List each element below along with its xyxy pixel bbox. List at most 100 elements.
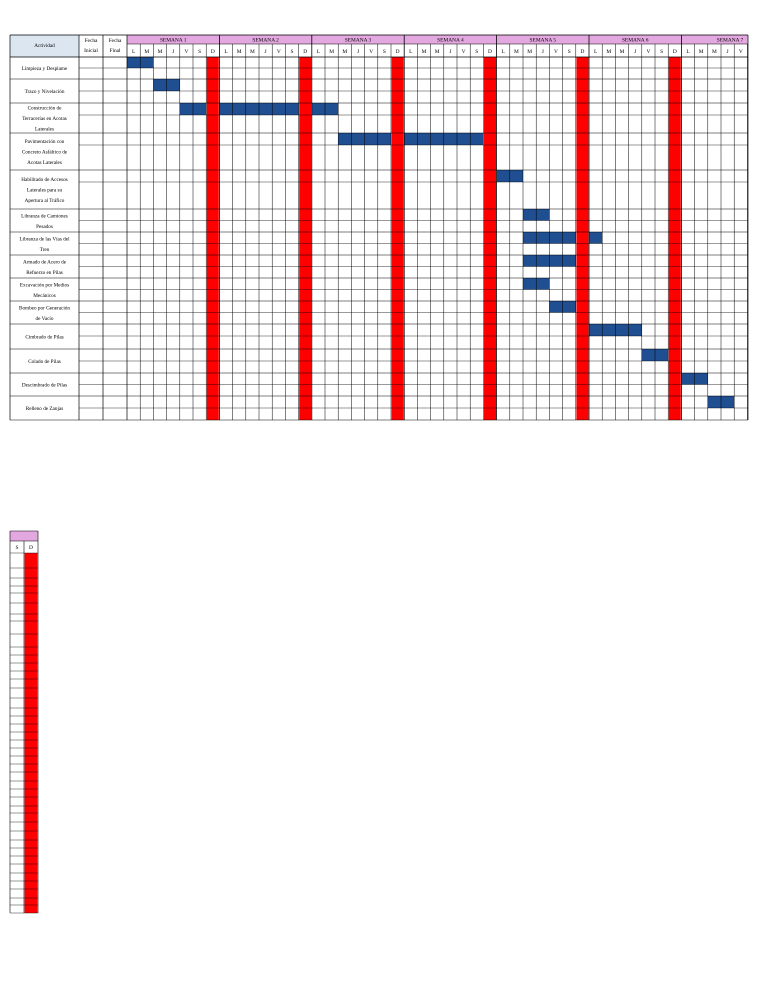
day-label: D bbox=[211, 49, 215, 55]
day-label: S bbox=[383, 49, 386, 55]
week-label: SEMANA 2 bbox=[252, 38, 279, 44]
day-label: S bbox=[16, 545, 19, 551]
day-label: D bbox=[673, 49, 677, 55]
chart-text: Actividad Fecha Inicial Fecha Final SEMANA 1 S… bbox=[19, 38, 744, 413]
task-name: Relleno de Zanjas bbox=[26, 406, 63, 412]
day-label: L bbox=[686, 49, 689, 55]
day-label: S bbox=[660, 49, 663, 55]
sunday-column bbox=[206, 57, 219, 420]
day-label: L bbox=[224, 49, 227, 55]
week-label: SEMANA 6 bbox=[622, 38, 649, 44]
day-label: M bbox=[606, 49, 611, 55]
day-label: L bbox=[132, 49, 135, 55]
task-name: Habilitado de Accesos bbox=[21, 177, 67, 183]
task-name: Tren bbox=[40, 247, 50, 253]
task-name: Colado de Pilas bbox=[28, 359, 61, 365]
day-label: S bbox=[291, 49, 294, 55]
day-label: V bbox=[277, 49, 281, 55]
day-label: M bbox=[699, 49, 704, 55]
week-label: SEMANA 7 bbox=[717, 38, 744, 44]
task-name: Libranza de las Vías del bbox=[19, 236, 70, 242]
day-label: D bbox=[488, 49, 492, 55]
day-label: J bbox=[727, 49, 729, 55]
day-label: M bbox=[435, 49, 440, 55]
task-name: Excavación por Medios bbox=[20, 282, 69, 288]
day-label: M bbox=[250, 49, 255, 55]
day-label: J bbox=[357, 49, 359, 55]
task-name: Refuerzo en Pilas bbox=[26, 269, 63, 276]
week-header-cell bbox=[589, 35, 682, 44]
sunday-column bbox=[576, 57, 589, 420]
task-name: Libranza de Camiones bbox=[21, 213, 68, 219]
task-name: Construcción de bbox=[28, 106, 63, 112]
day-label: M bbox=[144, 49, 149, 55]
task-name: Apertura al Tráfico bbox=[25, 197, 65, 204]
week-header-cell bbox=[404, 35, 497, 44]
day-label: D bbox=[580, 49, 584, 55]
day-label: V bbox=[646, 49, 650, 55]
day-label: V bbox=[739, 49, 743, 55]
sunday-column bbox=[668, 57, 681, 420]
task-name: Descimbrado de Pilas bbox=[22, 383, 67, 389]
day-label: M bbox=[712, 49, 717, 55]
week-label: SEMANA 4 bbox=[437, 38, 464, 44]
task-name: Pavimentación con bbox=[25, 139, 65, 145]
week-label: SEMANA 5 bbox=[530, 38, 557, 44]
day-label: S bbox=[568, 49, 571, 55]
week-header-cell bbox=[10, 531, 38, 541]
day-label: V bbox=[184, 49, 188, 55]
task-name: Acotas Laterales bbox=[27, 160, 62, 166]
end-date-header: Final bbox=[109, 48, 121, 54]
task-name: Laterales bbox=[35, 127, 54, 133]
start-date-header: Inicial bbox=[84, 48, 98, 54]
day-label: J bbox=[265, 49, 267, 55]
activity-header-cell bbox=[10, 35, 79, 57]
week-header-cell bbox=[127, 35, 220, 44]
day-label: D bbox=[303, 49, 307, 55]
day-label: L bbox=[317, 49, 320, 55]
day-label: M bbox=[329, 49, 334, 55]
day-label: M bbox=[342, 49, 347, 55]
week-header-cell bbox=[496, 35, 589, 44]
task-name: Laterales para su bbox=[27, 188, 63, 194]
day-label: S bbox=[475, 49, 478, 55]
day-label: L bbox=[594, 49, 597, 55]
day-label: M bbox=[158, 49, 163, 55]
day-label: M bbox=[527, 49, 532, 55]
week-label: SEMANA 3 bbox=[345, 38, 372, 44]
end-date-header: Fecha bbox=[109, 38, 122, 44]
day-label: L bbox=[409, 49, 412, 55]
task-name: de Vacío bbox=[36, 316, 54, 322]
day-label: D bbox=[29, 545, 33, 551]
day-label: S bbox=[198, 49, 201, 55]
sunday-column bbox=[299, 57, 312, 420]
grid-lines bbox=[9, 34, 749, 421]
week-header-cell bbox=[219, 35, 312, 44]
task-name: Concreto Asfáltico de bbox=[22, 149, 68, 156]
day-label: M bbox=[620, 49, 625, 55]
start-date-header: Fecha bbox=[85, 38, 98, 44]
day-label: L bbox=[502, 49, 505, 55]
day-label: J bbox=[172, 49, 174, 55]
day-label: J bbox=[634, 49, 636, 55]
day-label: M bbox=[514, 49, 519, 55]
task-name: Limpieza y Desplame bbox=[22, 66, 68, 72]
chart-backgrounds bbox=[10, 35, 748, 420]
task-bar bbox=[589, 232, 603, 244]
day-label: V bbox=[554, 49, 558, 55]
week-header-cell bbox=[311, 35, 405, 44]
task-name: Bombeo por Generación bbox=[19, 305, 70, 311]
sunday-column bbox=[484, 57, 496, 420]
day-label: V bbox=[462, 49, 466, 55]
day-label: M bbox=[422, 49, 427, 55]
day-label: V bbox=[369, 49, 373, 55]
sunday-column bbox=[24, 553, 38, 913]
day-label: J bbox=[449, 49, 451, 55]
task-name: Cimbrado de Pilas bbox=[25, 335, 63, 341]
task-name: Mecánicos bbox=[33, 293, 55, 299]
week-label: SEMANA 1 bbox=[160, 38, 187, 44]
activity-header: Actividad bbox=[34, 43, 55, 49]
day-label: D bbox=[396, 49, 400, 55]
